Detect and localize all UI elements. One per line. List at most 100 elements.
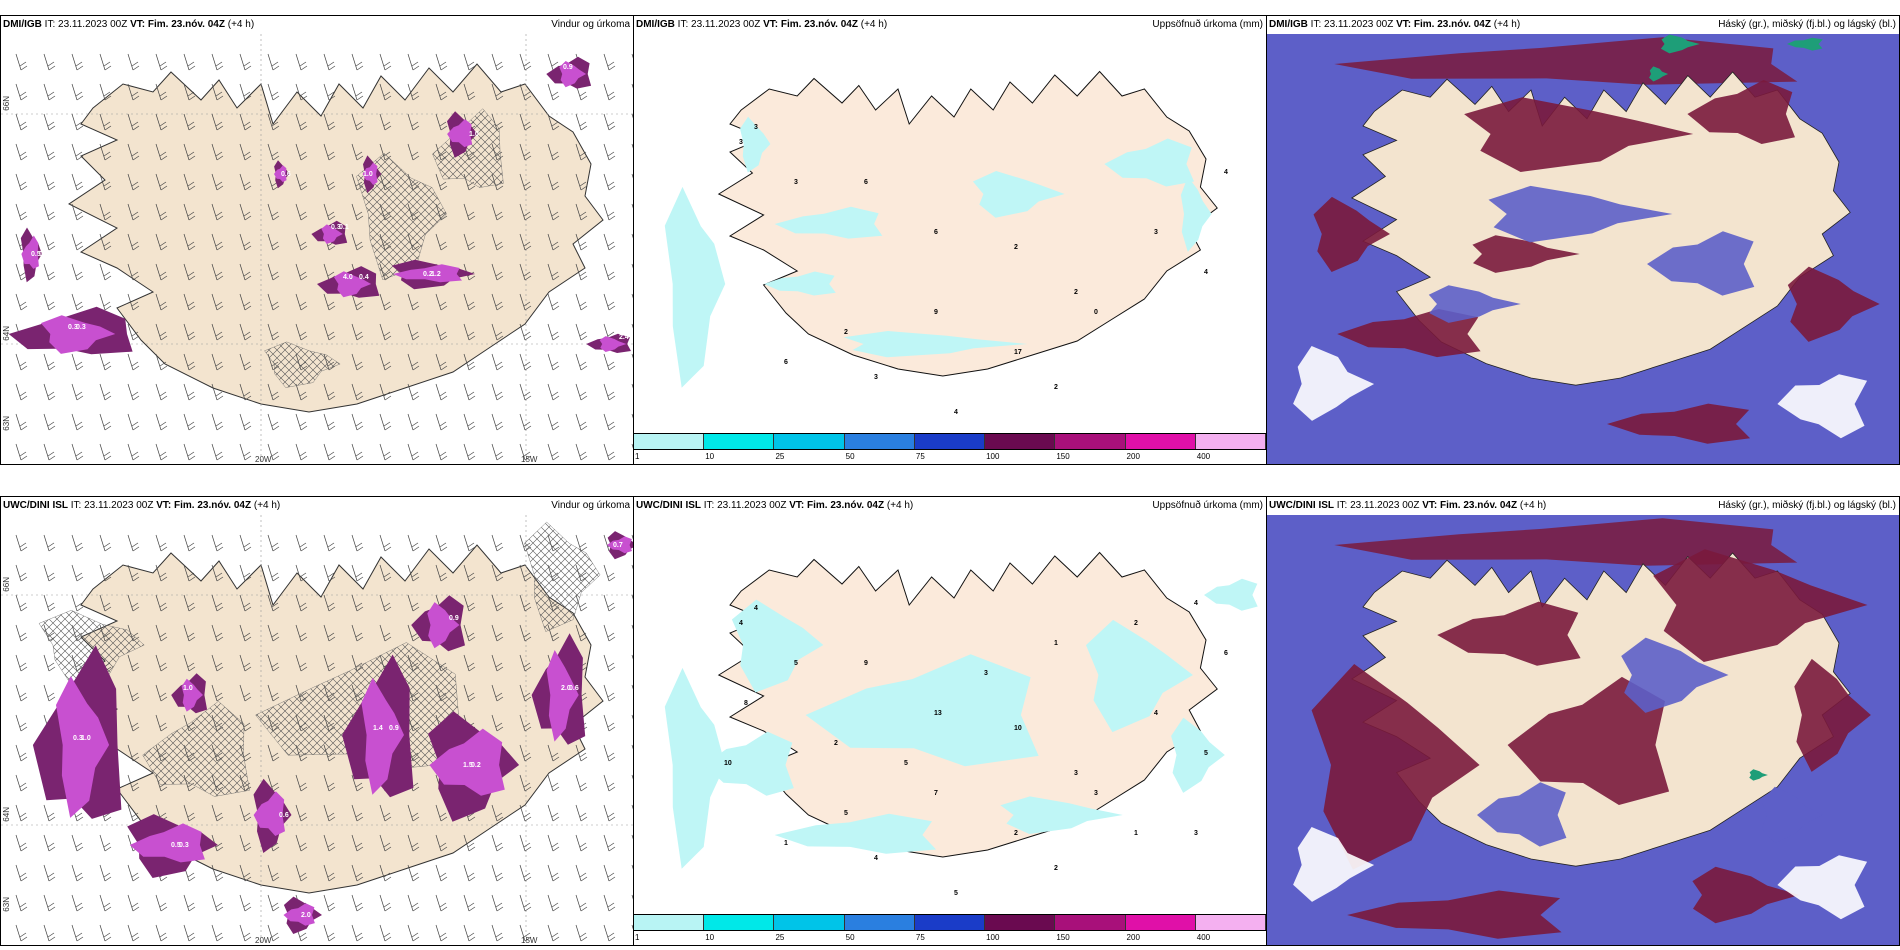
wind-barb [239, 353, 252, 371]
wind-barb [351, 413, 364, 431]
wind-barb [267, 53, 280, 71]
precip-accum-label: 3 [794, 179, 798, 186]
lat-label: 63N [2, 416, 11, 431]
wind-barb [575, 263, 588, 281]
wind-rain-map[interactable]: 0.30.50.91.52.00.61.02.00.90.71.00.31.40… [1, 515, 633, 945]
wind-barb [155, 53, 168, 71]
wind-barb [295, 443, 308, 461]
precip-value-label: 1.4 [373, 725, 383, 732]
wind-barb [43, 864, 56, 882]
wind-barb [463, 564, 476, 582]
wind-barb [71, 233, 84, 251]
precip-area [740, 116, 771, 173]
wind-barb [351, 353, 364, 371]
wind-barb [211, 413, 224, 431]
wind-barb [239, 83, 252, 101]
wind-barb [519, 744, 532, 762]
precip-value-label: 2.4 [619, 334, 629, 341]
wind-barb [351, 804, 364, 822]
wind-barb [127, 293, 140, 311]
wind-barb [183, 443, 196, 461]
wind-barb [463, 594, 476, 612]
wind-barb [183, 383, 196, 401]
wind-barb [155, 564, 168, 582]
precip-value-label: 0.3 [331, 224, 341, 231]
precip-accum-label: 4 [954, 409, 958, 416]
wind-barb [519, 684, 532, 702]
wind-barb [15, 173, 28, 191]
wind-barb [491, 684, 504, 702]
cloud-map[interactable] [1267, 515, 1899, 945]
wind-barb [631, 263, 633, 269]
wind-barb [267, 83, 280, 101]
wind-barb [575, 894, 588, 912]
low-cloud-area [1621, 637, 1729, 713]
wind-barb [603, 594, 616, 612]
wind-barb [407, 834, 420, 852]
wind-barb [183, 263, 196, 281]
wind-barb [407, 323, 420, 341]
precip-accum-label: 3 [1094, 790, 1098, 797]
precip-value-label: 1.0 [81, 735, 91, 742]
wind-barb [631, 53, 633, 59]
wind-barb [547, 173, 560, 191]
colorbar-swatch [914, 915, 986, 930]
wind-barb [631, 924, 633, 930]
wind-barb [15, 113, 28, 131]
wind-barb [267, 564, 280, 582]
wind-barb [211, 143, 224, 161]
precip-accum-label: 4 [1194, 600, 1198, 607]
wind-barb [519, 443, 532, 461]
colorbar-swatch [634, 915, 705, 930]
precip-accum-label: 8 [744, 700, 748, 707]
wind-barb [43, 534, 56, 552]
wind-barb [127, 323, 140, 341]
wind-barb [631, 113, 633, 119]
wind-barb [491, 263, 504, 281]
wind-barb [603, 293, 616, 311]
lon-label: 20W [255, 936, 272, 945]
wind-barb [211, 534, 224, 552]
wind-barb [631, 83, 633, 89]
precip-area [843, 331, 1028, 358]
wind-barb [211, 654, 224, 672]
wind-barb [519, 203, 532, 221]
colorbar-labels: 1 10 25 50 75 100 150 200 400 [634, 452, 1266, 462]
wind-barb [547, 834, 560, 852]
mid-cloud-area [1687, 80, 1795, 144]
wind-barb [631, 714, 633, 720]
wind-barb [43, 684, 56, 702]
wind-barb [491, 564, 504, 582]
precip-map[interactable]: 3 3 3 6 6 2 2 3 4 4 2 9 17 0 6 3 4 2 [634, 34, 1266, 434]
colorbar-swatch [985, 434, 1056, 449]
precip-value-label: 1.5 [463, 762, 473, 769]
wind-barb [15, 714, 28, 732]
wind-barb [183, 624, 196, 642]
wind-barb [491, 83, 504, 101]
wind-barb [71, 53, 84, 71]
wind-barb [295, 834, 308, 852]
wind-barb [519, 774, 532, 792]
wind-barb [407, 894, 420, 912]
wind-barb [295, 143, 308, 161]
wind-rain-map[interactable]: 0.3 0.5 0.4 0.2 0.3 1.0 0.9 0.6 2.4 1.0 0.3 0.5 4.0 1… [1, 34, 633, 464]
wind-barb [71, 864, 84, 882]
wind-barb [323, 864, 336, 882]
wind-barb [491, 53, 504, 71]
wind-barb [267, 413, 280, 431]
precip-accum-label: 4 [1204, 269, 1208, 276]
wind-barb [239, 564, 252, 582]
wind-barb [239, 894, 252, 912]
wind-barb [267, 203, 280, 221]
wind-barb [183, 413, 196, 431]
precip-area [546, 650, 579, 742]
colorbar-tick-label: 200 [1126, 452, 1140, 461]
wind-barb [43, 654, 56, 672]
cloud-map[interactable] [1267, 34, 1899, 464]
high-cloud-area [1649, 66, 1669, 82]
wind-barb [631, 834, 633, 840]
precip-area [283, 903, 315, 926]
precip-value-label: 1.0 [183, 685, 193, 692]
mid-cloud-area [1437, 601, 1581, 666]
